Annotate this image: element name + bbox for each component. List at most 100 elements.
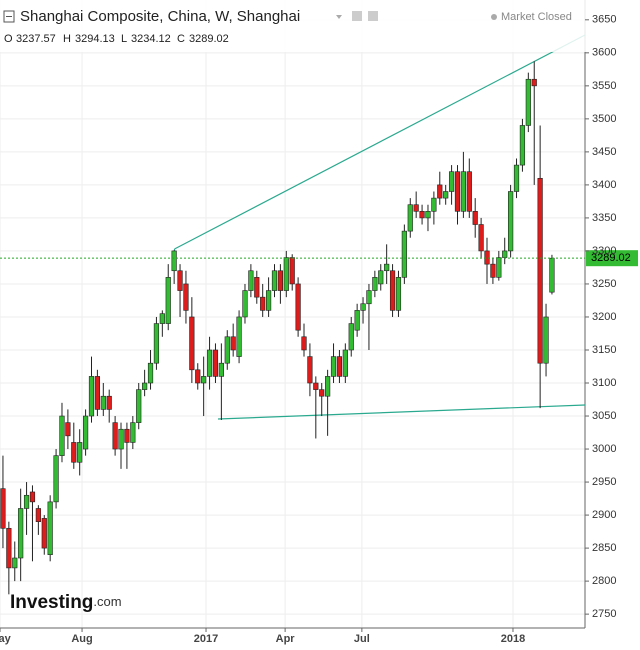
candle-body [454, 171, 461, 212]
candle-body [53, 455, 59, 503]
candle-body [425, 211, 431, 219]
brand-name: Investing [10, 592, 93, 613]
candle-body [431, 197, 437, 212]
y-tick-label: 3300 [592, 245, 616, 257]
candle-body [224, 336, 230, 364]
header-bg [0, 0, 640, 52]
candle-body [313, 382, 319, 390]
y-tick-label: 2850 [592, 542, 616, 554]
candle-body [354, 310, 360, 331]
candle-body [478, 224, 484, 252]
last-price-label: 3289.02 [591, 252, 631, 264]
ohlc-value: 3237.57 [16, 33, 56, 45]
candle-body [325, 376, 331, 397]
brand-suffix: .com [93, 594, 121, 609]
y-tick-label: 3500 [592, 113, 616, 125]
candle-body [35, 508, 41, 522]
candle-body [525, 78, 531, 126]
candle-body [378, 270, 384, 285]
candle-body [295, 283, 301, 331]
candle-body [307, 356, 313, 384]
candle-body [136, 389, 142, 423]
candle-body [112, 422, 118, 450]
candle-body [419, 211, 425, 219]
market-status: Market Closed [501, 11, 572, 23]
y-tick-label: 3400 [592, 179, 616, 191]
candle-body [47, 501, 53, 556]
ohlc-label: H [63, 33, 71, 45]
ohlc-value: 3294.13 [75, 33, 115, 45]
candle-body [29, 491, 36, 503]
candle-body [77, 442, 83, 463]
candle-body [543, 316, 549, 364]
y-tick-label: 3150 [592, 344, 616, 356]
candle-body [549, 257, 555, 293]
candle-body [12, 557, 18, 569]
candle-body [242, 290, 248, 318]
candle-body [372, 277, 378, 291]
candle-body [218, 362, 224, 377]
ohlc-value: 3289.02 [189, 33, 229, 45]
x-tick-label: May [0, 633, 12, 645]
candle-body [65, 422, 71, 437]
candle-body [6, 527, 12, 569]
y-tick-label: 3250 [592, 278, 616, 290]
candle-body [395, 277, 402, 311]
dropdown-icon[interactable] [336, 15, 342, 19]
candle-body [41, 518, 47, 549]
candle-body [508, 191, 514, 252]
candle-body [496, 257, 502, 278]
candle-body [413, 204, 419, 212]
candle-body [490, 263, 496, 278]
collapse-icon[interactable] [3, 10, 15, 23]
y-tick-label: 3550 [592, 80, 616, 92]
ohlc-value: 3234.12 [131, 33, 171, 45]
candle-body [189, 316, 195, 371]
candle-body [153, 323, 160, 364]
candle-body [301, 336, 307, 351]
candle-body [88, 376, 95, 417]
candle-body [283, 257, 289, 291]
candle-body [277, 270, 283, 291]
candle-body [212, 349, 219, 377]
candle-body [366, 290, 372, 305]
candle-body [537, 177, 543, 364]
trend-line-upper [174, 34, 586, 250]
last-price-box [586, 250, 638, 267]
candle-body [171, 250, 177, 272]
candle-body [437, 184, 443, 199]
y-tick-label: 3450 [592, 146, 616, 158]
candle-body [360, 303, 366, 311]
settings-icon[interactable] [352, 11, 362, 21]
candle-body [466, 171, 472, 212]
candle-body [448, 171, 455, 192]
candle-body [147, 362, 154, 384]
candle-body [513, 164, 520, 192]
x-tick-label: 2017 [194, 633, 218, 645]
candle-body [195, 369, 201, 384]
settings-icon-2[interactable] [368, 11, 378, 21]
y-tick-label: 3050 [592, 410, 616, 422]
y-tick-label: 3350 [592, 212, 616, 224]
ohlc-label: C [177, 33, 185, 45]
candle-body [159, 313, 165, 324]
candle-body [484, 250, 490, 265]
candle-body [472, 211, 478, 225]
x-tick-label: 2018 [501, 633, 525, 645]
overlay: 3289.02 [0, 250, 638, 267]
candle-body [519, 125, 526, 166]
ohlc-label: L [121, 33, 127, 45]
trend-line-lower [217, 404, 586, 420]
y-tick-label: 3600 [592, 47, 616, 59]
status-dot [491, 14, 497, 20]
candle-body [319, 389, 325, 397]
candle-body [183, 283, 189, 311]
candle-body [260, 296, 266, 311]
candle-body [330, 356, 337, 377]
candle-body [271, 270, 278, 291]
x-tick-label: Apr [276, 633, 296, 645]
candle-body [248, 270, 254, 291]
candle-body [265, 290, 272, 311]
